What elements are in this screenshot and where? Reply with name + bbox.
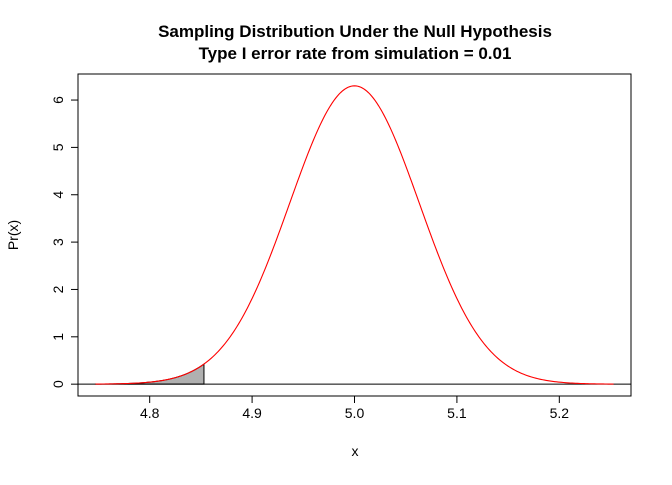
density-curve	[95, 85, 614, 385]
y-tick-label: 4	[50, 191, 66, 199]
y-tick-label: 2	[50, 285, 66, 293]
chart-subtitle: Type I error rate from simulation = 0.01	[199, 44, 512, 63]
shaded-area	[94, 363, 205, 385]
chart-title: Sampling Distribution Under the Null Hyp…	[158, 22, 552, 41]
y-tick-label: 3	[50, 238, 66, 246]
x-axis: 4.8 4.9 5.0 5.1 5.2	[140, 395, 570, 421]
x-tick-label: 4.9	[242, 405, 262, 421]
x-tick-label: 5.1	[447, 405, 467, 421]
y-axis: 0 1 2 3 4 5 6	[50, 96, 79, 388]
density-curve-line	[95, 85, 614, 385]
y-tick-label: 1	[50, 333, 66, 341]
x-axis-label: x	[352, 443, 359, 459]
y-tick-label: 5	[50, 143, 66, 151]
y-tick-label: 0	[50, 380, 66, 388]
x-tick-label: 5.0	[345, 405, 365, 421]
x-tick-label: 4.8	[140, 405, 160, 421]
x-tick-label: 5.2	[550, 405, 570, 421]
y-axis-label: Pr(x)	[5, 220, 21, 250]
y-tick-label: 6	[50, 96, 66, 104]
plot-border	[77, 73, 632, 397]
